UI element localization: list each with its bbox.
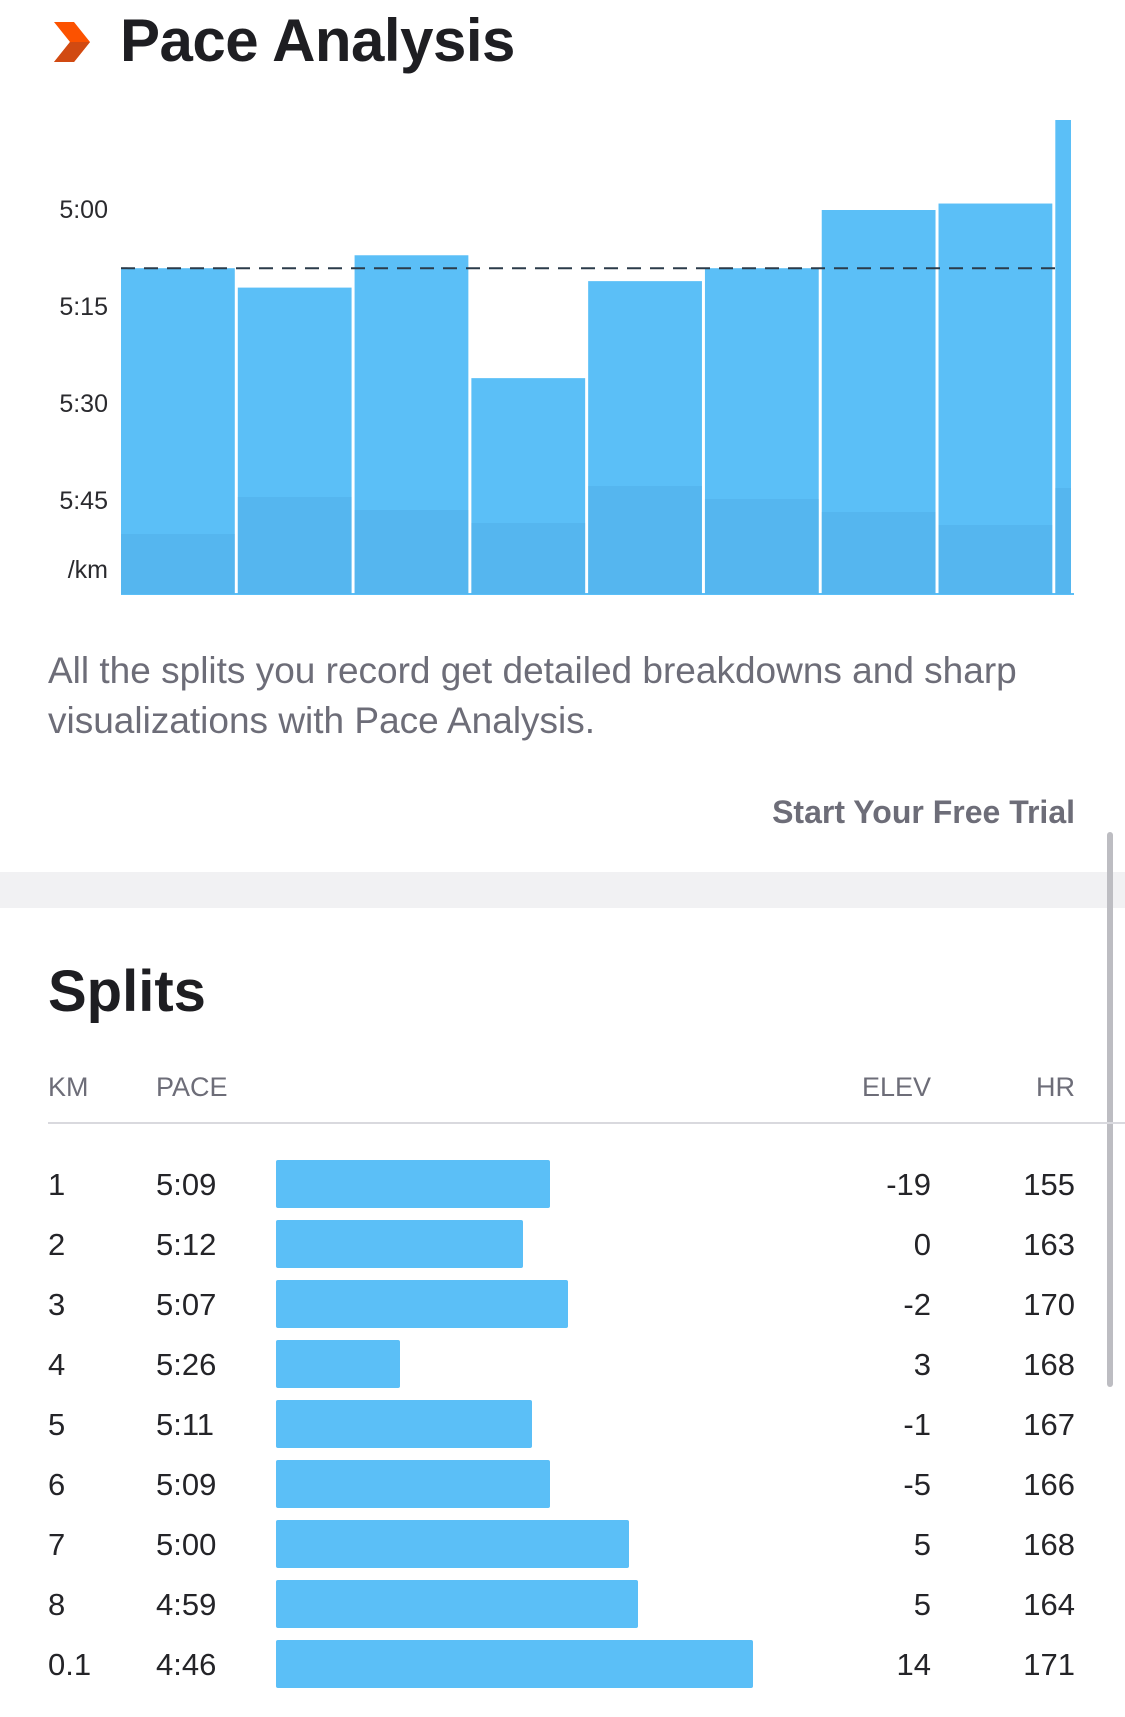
split-pace: 4:46	[156, 1647, 217, 1682]
split-elevation: 14	[896, 1647, 931, 1682]
split-pace-bar	[276, 1460, 550, 1508]
split-pace-bar	[276, 1280, 568, 1328]
table-row: 7 5:00 5 168	[0, 1515, 1125, 1575]
pace-bar	[237, 287, 352, 594]
split-pace-bar	[276, 1220, 524, 1268]
split-km: 3	[48, 1287, 66, 1322]
pace-analysis-chart: 5:00 5:15 5:30 5:45 /km	[0, 110, 1125, 610]
table-row: 1 5:09 -19 155	[0, 1155, 1125, 1215]
split-heart-rate: 168	[1023, 1527, 1075, 1562]
split-pace: 5:11	[156, 1407, 215, 1442]
split-heart-rate: 166	[1023, 1467, 1075, 1502]
chevron-right-icon	[54, 22, 90, 62]
pace-trace-fill	[121, 534, 235, 594]
pace-bar	[121, 268, 235, 594]
split-elevation: 0	[913, 1227, 931, 1262]
pace-trace-fill	[1055, 488, 1071, 594]
y-axis-unit-label: /km	[67, 556, 108, 584]
splits-title: Splits	[48, 959, 206, 1024]
pace-trace-fill	[588, 486, 702, 594]
split-pace-bar	[276, 1580, 639, 1628]
pace-trace-fill	[237, 497, 352, 594]
split-km: 7	[48, 1527, 66, 1562]
split-elevation: 5	[913, 1587, 931, 1622]
split-pace-bar	[276, 1160, 550, 1208]
split-pace-bar	[276, 1400, 533, 1448]
split-km: 1	[48, 1167, 66, 1202]
split-heart-rate: 167	[1023, 1407, 1075, 1442]
split-pace: 5:09	[156, 1467, 217, 1502]
pace-bar	[1055, 120, 1071, 594]
split-pace-bar	[276, 1640, 753, 1688]
y-tick-label: 5:45	[59, 487, 108, 515]
split-heart-rate: 155	[1023, 1167, 1075, 1202]
split-elevation: 3	[913, 1347, 931, 1382]
table-row: 8 4:59 5 164	[0, 1575, 1125, 1635]
split-elevation: -2	[903, 1287, 931, 1322]
section-divider	[0, 872, 1125, 908]
split-pace-bar	[276, 1520, 630, 1568]
pace-bar	[821, 210, 936, 594]
split-pace: 5:26	[156, 1347, 217, 1382]
table-row: 3 5:07 -2 170	[0, 1275, 1125, 1335]
pace-analysis-title: Pace Analysis	[120, 7, 515, 74]
table-row: 4 5:26 3 168	[0, 1335, 1125, 1395]
split-elevation: -5	[903, 1467, 931, 1502]
pace-bar	[588, 281, 702, 594]
split-km: 4	[48, 1347, 66, 1382]
split-km: 8	[48, 1587, 66, 1622]
split-elevation: -19	[886, 1167, 931, 1202]
split-pace: 5:12	[156, 1227, 217, 1262]
pace-chart-svg	[121, 120, 1074, 595]
column-header-hr: HR	[1036, 1072, 1075, 1102]
pace-bar	[471, 378, 586, 594]
start-free-trial-link[interactable]: Start Your Free Trial	[772, 794, 1075, 830]
split-km: 2	[48, 1227, 66, 1262]
split-heart-rate: 164	[1023, 1587, 1075, 1622]
pace-trace-fill	[354, 510, 469, 594]
pace-trace-fill	[704, 499, 819, 594]
column-header-km: KM	[48, 1072, 89, 1102]
y-tick-label: 5:15	[59, 293, 108, 321]
column-header-pace: PACE	[156, 1072, 228, 1102]
split-heart-rate: 170	[1023, 1287, 1075, 1322]
pace-trace-fill	[471, 523, 586, 594]
split-km: 0.1	[48, 1647, 92, 1682]
split-elevation: -1	[903, 1407, 931, 1442]
table-row: 0.1 4:46 14 171	[0, 1635, 1125, 1695]
split-pace-bar	[276, 1340, 400, 1388]
splits-table-header: KM PACE ELEV HR	[0, 1068, 1125, 1124]
pace-bar	[704, 268, 819, 594]
pace-analysis-description: All the splits you record get detailed b…	[48, 650, 1017, 741]
table-row: 2 5:12 0 163	[0, 1215, 1125, 1275]
pace-trace-fill	[821, 512, 936, 594]
split-pace: 5:09	[156, 1167, 217, 1202]
split-pace: 4:59	[156, 1587, 217, 1622]
pace-analysis-header: Pace Analysis	[0, 0, 1125, 100]
column-header-elev: ELEV	[861, 1072, 931, 1102]
split-heart-rate: 168	[1023, 1347, 1075, 1382]
split-pace: 5:07	[156, 1287, 217, 1322]
split-pace: 5:00	[156, 1527, 217, 1562]
split-heart-rate: 163	[1023, 1227, 1075, 1262]
table-header-divider	[48, 1122, 1125, 1124]
pace-bar	[354, 255, 469, 594]
split-km: 6	[48, 1467, 66, 1502]
scrollbar[interactable]	[1107, 832, 1113, 1387]
split-km: 5	[48, 1407, 66, 1442]
table-row: 6 5:09 -5 166	[0, 1455, 1125, 1515]
split-heart-rate: 171	[1023, 1647, 1075, 1682]
split-elevation: 5	[913, 1527, 931, 1562]
y-tick-label: 5:30	[59, 390, 108, 418]
pace-trace-fill	[938, 525, 1053, 594]
y-tick-label: 5:00	[59, 196, 108, 224]
table-row: 5 5:11 -1 167	[0, 1395, 1125, 1455]
